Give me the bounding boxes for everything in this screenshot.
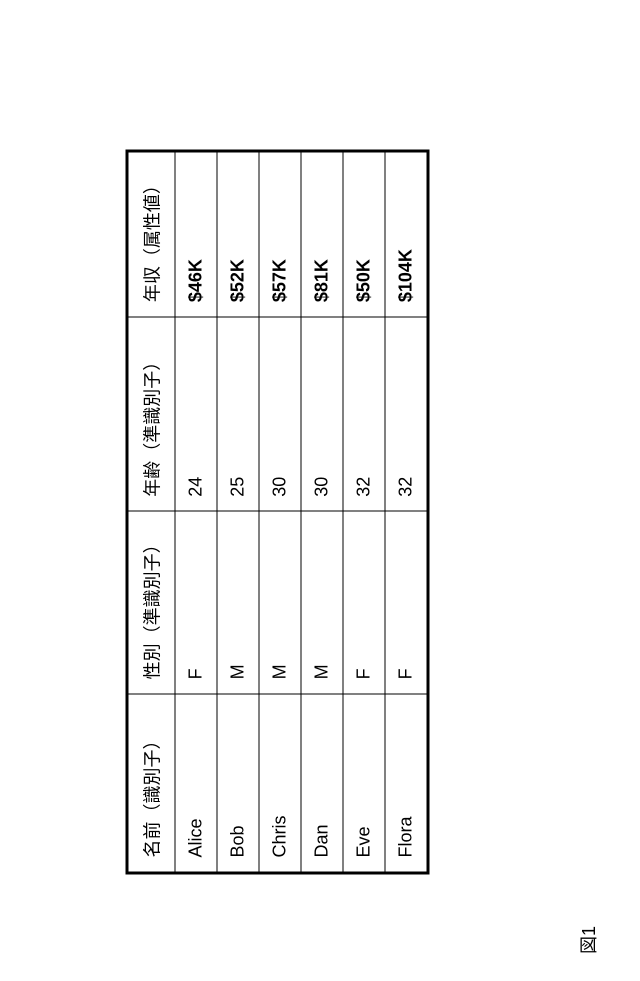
cell-salary: $52K	[217, 151, 259, 317]
cell-age: 30	[259, 317, 301, 512]
table-header-row: 名前（識別子） 性別（準識別子） 年齢（準識別子） 年収（属性値）	[127, 151, 175, 873]
cell-name: Flora	[385, 694, 428, 873]
cell-gender: M	[259, 511, 301, 694]
cell-age: 25	[217, 317, 259, 512]
cell-gender: F	[385, 511, 428, 694]
table-row: Eve F 32 $50K	[343, 151, 385, 873]
cell-name: Chris	[259, 694, 301, 873]
cell-name: Eve	[343, 694, 385, 873]
cell-gender: M	[301, 511, 343, 694]
cell-salary: $57K	[259, 151, 301, 317]
cell-age: 32	[343, 317, 385, 512]
cell-salary: $81K	[301, 151, 343, 317]
data-table-wrapper: 名前（識別子） 性別（準識別子） 年齢（準識別子） 年収（属性値） Alice …	[126, 150, 430, 875]
col-header-age: 年齢（準識別子）	[127, 317, 175, 512]
cell-gender: M	[217, 511, 259, 694]
col-header-salary: 年収（属性値）	[127, 151, 175, 317]
table-row: Alice F 24 $46K	[175, 151, 217, 873]
table-row: Flora F 32 $104K	[385, 151, 428, 873]
cell-name: Bob	[217, 694, 259, 873]
cell-gender: F	[343, 511, 385, 694]
data-table: 名前（識別子） 性別（準識別子） 年齢（準識別子） 年収（属性値） Alice …	[126, 150, 430, 875]
table-row: Dan M 30 $81K	[301, 151, 343, 873]
cell-age: 30	[301, 317, 343, 512]
cell-age: 32	[385, 317, 428, 512]
col-header-name: 名前（識別子）	[127, 694, 175, 873]
cell-gender: F	[175, 511, 217, 694]
cell-salary: $46K	[175, 151, 217, 317]
cell-name: Dan	[301, 694, 343, 873]
table-row: Chris M 30 $57K	[259, 151, 301, 873]
figure-label: 図1	[575, 926, 601, 954]
cell-name: Alice	[175, 694, 217, 873]
table-row: Bob M 25 $52K	[217, 151, 259, 873]
col-header-gender: 性別（準識別子）	[127, 511, 175, 694]
cell-salary: $50K	[343, 151, 385, 317]
cell-salary: $104K	[385, 151, 428, 317]
cell-age: 24	[175, 317, 217, 512]
